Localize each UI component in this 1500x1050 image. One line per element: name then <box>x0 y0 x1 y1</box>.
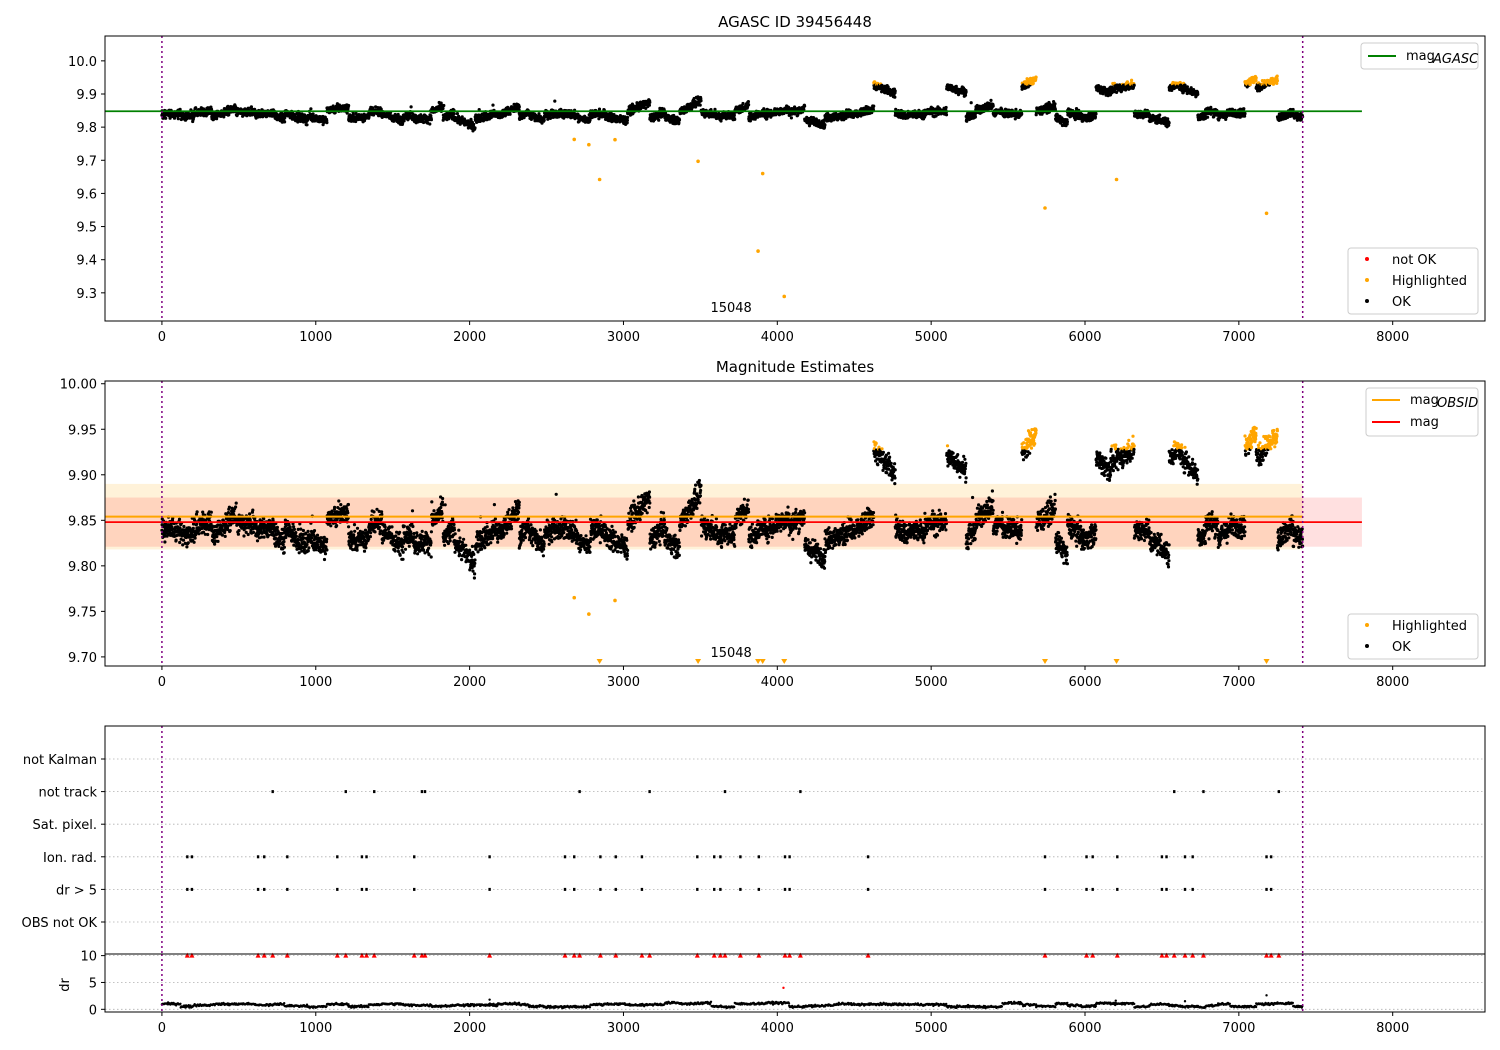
ok-point <box>428 122 432 126</box>
ok-point <box>537 112 541 116</box>
ok-point <box>699 99 703 103</box>
ok-point <box>698 103 702 107</box>
ok-point <box>283 120 287 124</box>
ok-point <box>414 114 418 118</box>
ok-point <box>472 122 476 126</box>
ok-point <box>1020 112 1024 116</box>
ok-point <box>625 118 630 122</box>
ok-point <box>422 120 426 125</box>
ok-point <box>517 105 521 109</box>
ok-point <box>1065 120 1069 124</box>
ok-point <box>429 118 433 122</box>
ok-point <box>305 123 309 127</box>
ok-point <box>677 121 681 125</box>
ok-point <box>442 103 446 108</box>
ok-point <box>396 112 400 117</box>
ok-point <box>473 126 477 130</box>
ok-point <box>823 123 827 127</box>
ok-point <box>626 115 630 120</box>
ok-point <box>429 114 433 118</box>
ok-point <box>245 114 249 118</box>
ok-point <box>732 113 736 117</box>
ok-point <box>944 105 948 110</box>
ok-point <box>1132 83 1136 87</box>
ok-point <box>1093 115 1097 119</box>
ok-point <box>944 113 949 117</box>
ok-point <box>597 107 602 111</box>
ok-point <box>991 104 995 108</box>
ok-point <box>501 114 505 119</box>
highlighted-point <box>1034 75 1038 79</box>
ok-point <box>872 104 876 108</box>
ok-point <box>311 112 315 116</box>
ok-point <box>178 107 182 111</box>
ok-point <box>542 118 546 122</box>
ok-point <box>657 118 661 122</box>
ok-point <box>741 101 745 106</box>
ok-point <box>973 115 978 119</box>
ok-point <box>176 117 180 121</box>
ok-point <box>401 121 405 125</box>
ok-point <box>553 99 557 103</box>
ok-point <box>305 118 310 122</box>
ok-point <box>733 117 737 121</box>
ok-point <box>1094 112 1098 116</box>
ok-point <box>164 116 168 120</box>
ok-point <box>409 105 413 109</box>
ok-point <box>441 106 445 111</box>
agasc-magnitude-plot: AGASC ID 39456448 0 1000 2000 3000 4000 5000 6… <box>68 13 1486 345</box>
ok-point <box>452 112 456 116</box>
ok-point <box>309 107 313 111</box>
ok-point <box>677 118 682 122</box>
ok-point <box>347 104 351 108</box>
highlighted-point <box>1031 81 1035 85</box>
ok-point <box>747 103 751 107</box>
ok-point <box>893 89 897 93</box>
ok-point <box>965 119 969 123</box>
ok-point <box>893 95 897 99</box>
ok-point <box>647 103 652 107</box>
ok-point <box>402 119 406 123</box>
ok-point <box>491 103 495 107</box>
ok-point <box>194 106 198 110</box>
ok-point <box>506 105 510 109</box>
ok-point <box>964 90 968 94</box>
highlighted-point <box>1130 78 1134 82</box>
ok-point <box>746 100 751 104</box>
ok-point <box>1053 102 1057 106</box>
ok-point <box>989 98 993 102</box>
ok-point <box>648 100 652 104</box>
ok-point <box>325 121 329 125</box>
ok-point <box>455 112 459 116</box>
ok-point <box>345 111 349 115</box>
ok-point <box>222 115 226 119</box>
ok-point <box>349 119 353 123</box>
ok-point <box>215 117 219 121</box>
plot-title-agasc: AGASC ID 39456448 <box>718 13 872 31</box>
ok-point <box>351 113 355 117</box>
ok-point <box>803 104 807 108</box>
ok-point <box>789 116 794 120</box>
ok-point <box>969 101 973 105</box>
ok-point <box>508 112 512 116</box>
